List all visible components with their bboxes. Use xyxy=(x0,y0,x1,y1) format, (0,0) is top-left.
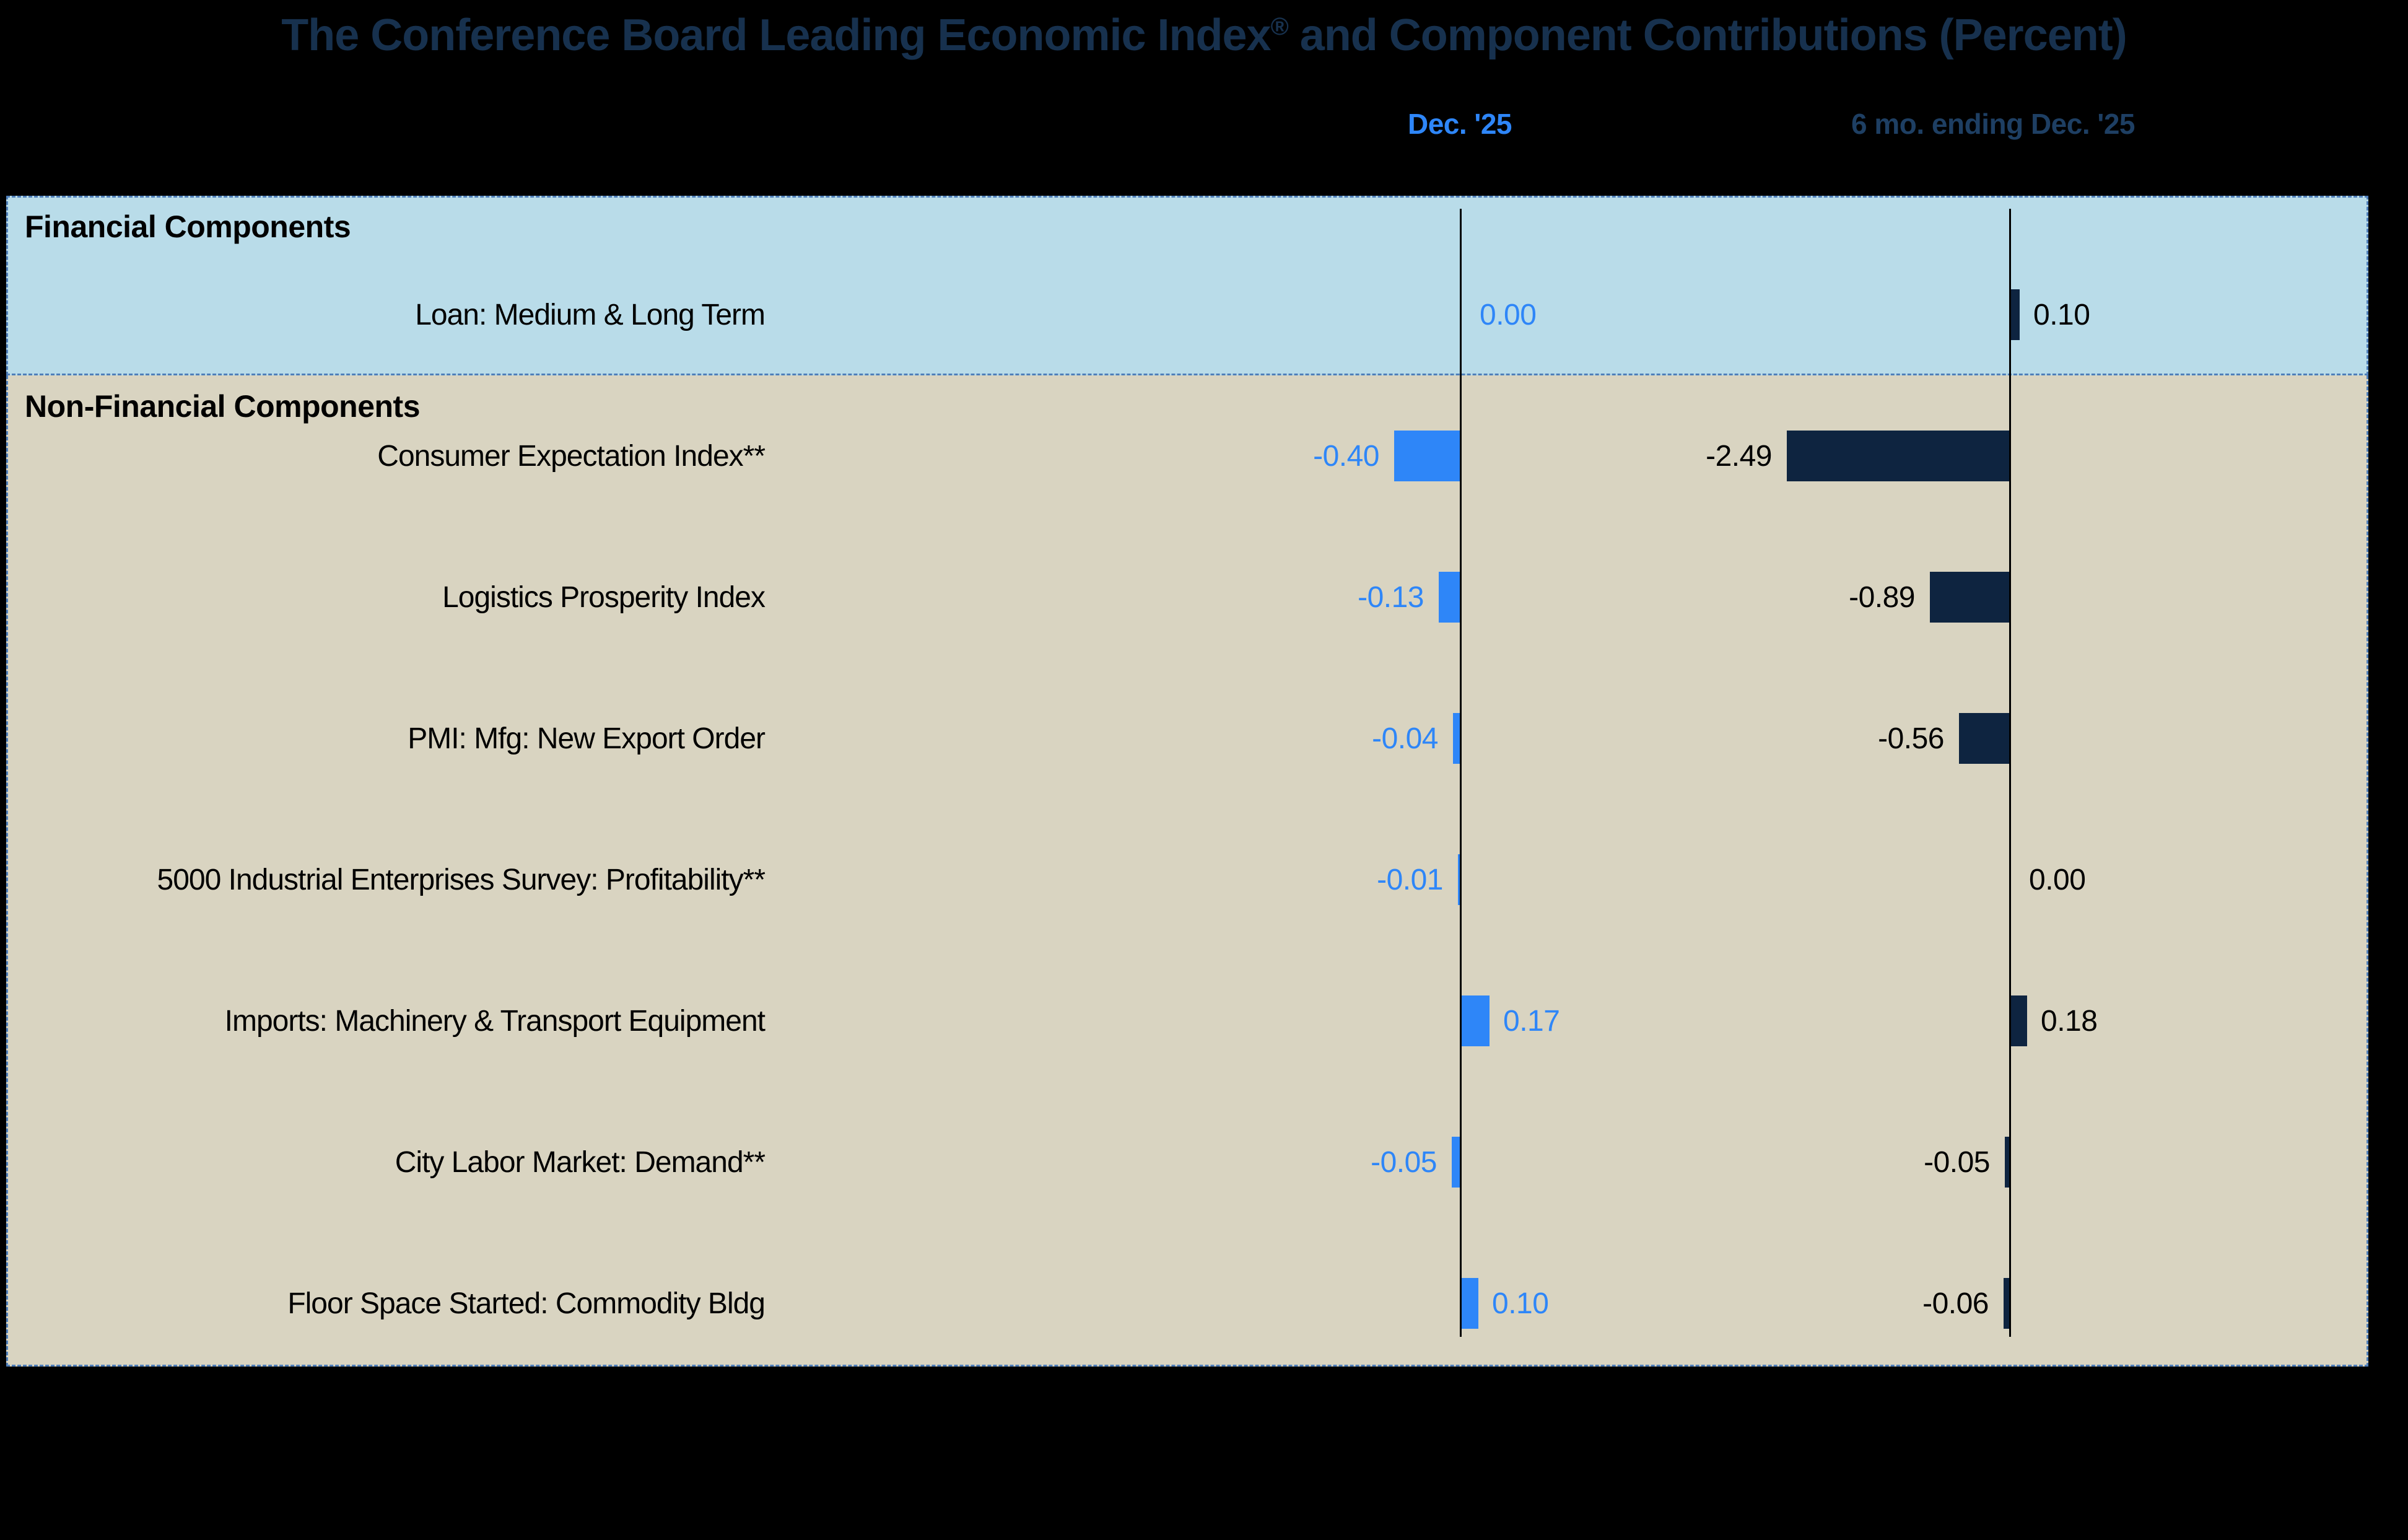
6mo-bar xyxy=(1787,431,2009,481)
nonfinancial-components-band xyxy=(6,375,2368,1367)
column-header-dec25: Dec. '25 xyxy=(1407,108,1512,140)
page-title: The Conference Board Leading Economic In… xyxy=(0,10,2408,61)
column-header-6mo-ending-dec25: 6 mo. ending Dec. '25 xyxy=(1851,108,2135,140)
6mo-zero-axis xyxy=(2009,209,2011,1337)
component-label: Floor Space Started: Commodity Bldg xyxy=(287,1287,766,1320)
dec25-value-label: 0.10 xyxy=(1492,1287,1549,1320)
6mo-bar xyxy=(2011,289,2020,340)
6mo-value-label: -0.05 xyxy=(1924,1145,1990,1179)
6mo-value-label: 0.00 xyxy=(2029,863,2086,896)
6mo-bar xyxy=(1930,572,2009,623)
dec25-zero-axis xyxy=(1460,209,1462,1337)
title-text-suffix: and Component Contributions (Percent) xyxy=(1288,11,2127,60)
section-title-financial: Financial Components xyxy=(25,209,351,244)
6mo-bar xyxy=(1959,713,2009,764)
dec25-value-label: -0.01 xyxy=(1377,863,1443,896)
component-label: Loan: Medium & Long Term xyxy=(415,298,766,331)
component-label: Imports: Machinery & Transport Equipment xyxy=(224,1004,766,1038)
dec25-bar xyxy=(1453,713,1460,764)
component-label: Logistics Prosperity Index xyxy=(442,580,766,614)
financial-components-band xyxy=(6,196,2368,375)
component-label: City Labor Market: Demand** xyxy=(395,1145,766,1179)
dec25-value-label: -0.04 xyxy=(1372,722,1438,755)
dec25-bar xyxy=(1394,431,1460,481)
dec25-value-label: 0.17 xyxy=(1503,1004,1560,1038)
section-title-nonfinancial: Non-Financial Components xyxy=(25,389,421,424)
6mo-value-label: -0.56 xyxy=(1878,722,1944,755)
6mo-value-label: 0.10 xyxy=(2033,298,2090,331)
component-label: 5000 Industrial Enterprises Survey: Prof… xyxy=(157,863,766,896)
6mo-value-label: -0.06 xyxy=(1922,1287,1989,1320)
dec25-bar xyxy=(1439,572,1460,623)
component-label: Consumer Expectation Index** xyxy=(377,439,766,473)
6mo-bar xyxy=(2011,995,2027,1046)
dec25-bar xyxy=(1452,1137,1460,1188)
6mo-value-label: -0.89 xyxy=(1849,580,1915,614)
6mo-value-label: 0.18 xyxy=(2041,1004,2098,1038)
dec25-value-label: 0.00 xyxy=(1480,298,1537,331)
registered-mark: ® xyxy=(1270,13,1289,40)
6mo-value-label: -2.49 xyxy=(1706,439,1772,473)
dec25-bar xyxy=(1458,854,1460,905)
component-label: PMI: Mfg: New Export Order xyxy=(408,722,766,755)
dec25-bar xyxy=(1462,995,1490,1046)
dec25-value-label: -0.13 xyxy=(1358,580,1424,614)
6mo-bar xyxy=(2005,1137,2009,1188)
dec25-value-label: -0.40 xyxy=(1313,439,1379,473)
title-text: The Conference Board Leading Economic In… xyxy=(281,11,1271,60)
dec25-bar xyxy=(1462,1278,1478,1329)
6mo-bar xyxy=(2004,1278,2009,1329)
dec25-value-label: -0.05 xyxy=(1371,1145,1437,1179)
